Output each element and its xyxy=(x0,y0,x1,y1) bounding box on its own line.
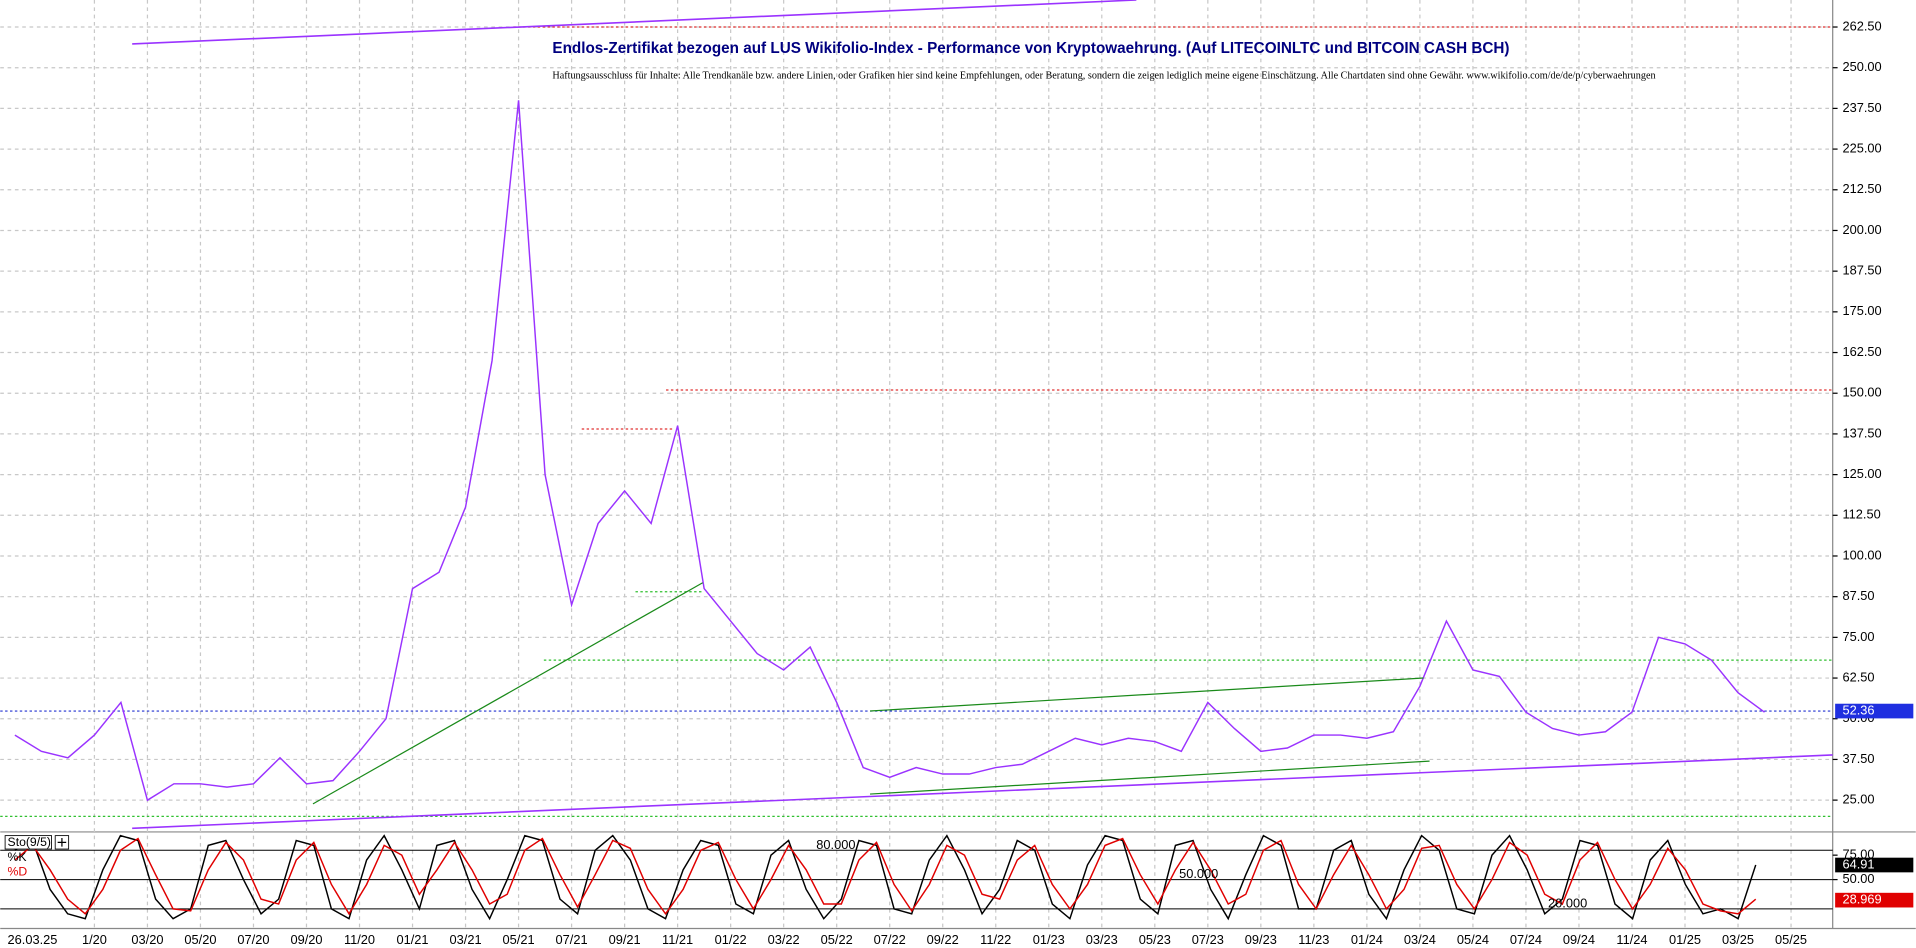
stochastic-line xyxy=(14,834,1757,921)
legend-k: %K xyxy=(8,850,27,864)
trendline xyxy=(870,677,1424,712)
x-tick-label: 1/20 xyxy=(82,932,107,947)
y-tick-label: 62.50 xyxy=(1842,669,1874,684)
y-tick-label: 137.50 xyxy=(1842,425,1881,440)
x-tick-label: 11/20 xyxy=(344,932,375,947)
y-tick-label: 75.00 xyxy=(1842,629,1874,644)
grid xyxy=(0,0,1833,929)
x-tick-label: 03/24 xyxy=(1404,932,1436,947)
x-tick-label: 05/22 xyxy=(821,932,853,947)
last-k-box xyxy=(1835,857,1914,873)
x-tick-label: 11/21 xyxy=(662,932,693,947)
y-tick-label: 87.50 xyxy=(1842,588,1874,603)
trendline xyxy=(870,760,1430,795)
legend-d: %D xyxy=(8,864,28,878)
x-tick-label: 03/25 xyxy=(1722,932,1754,947)
y-tick-label: 125.00 xyxy=(1842,466,1881,481)
trendline xyxy=(132,754,1833,830)
x-tick-label: 05/23 xyxy=(1139,932,1171,947)
y-tick-label: 212.50 xyxy=(1842,181,1881,196)
x-tick-label: 03/23 xyxy=(1086,932,1118,947)
expand-icon xyxy=(57,838,67,847)
last-price-label: 52.36 xyxy=(1842,702,1874,717)
level-label: 50.000 xyxy=(1179,866,1218,881)
trendline xyxy=(312,582,703,805)
last-d-label: 28.969 xyxy=(1842,892,1881,907)
y-tick-label: 250.00 xyxy=(1842,59,1881,74)
y-tick-label: 100.00 xyxy=(1842,547,1881,562)
y-tick-label: 150.00 xyxy=(1842,385,1881,400)
x-tick-label: 09/24 xyxy=(1563,932,1595,947)
trendline xyxy=(132,0,1137,45)
last-k-label: 64.91 xyxy=(1842,856,1874,871)
x-tick-label: 01/24 xyxy=(1351,932,1383,947)
x-tick-label: 05/20 xyxy=(184,932,216,947)
chart-subtitle: Haftungsausschluss für Inhalte: Alle Tre… xyxy=(552,69,1656,81)
y-tick-label: 225.00 xyxy=(1842,140,1881,155)
x-tick-label: 09/20 xyxy=(290,932,322,947)
x-tick-label: 09/23 xyxy=(1245,932,1277,947)
y-tick-label: 200.00 xyxy=(1842,222,1881,237)
x-tick-label: 03/22 xyxy=(768,932,800,947)
x-tick-label: 01/22 xyxy=(715,932,747,947)
y-tick-label: 262.50 xyxy=(1842,18,1881,33)
x-tick-label: 01/21 xyxy=(396,932,428,947)
x-tick-label: 09/21 xyxy=(609,932,641,947)
y-tick-label: 187.50 xyxy=(1842,263,1881,278)
last-price-box xyxy=(1835,703,1914,719)
y-tick-label: 237.50 xyxy=(1842,100,1881,115)
chart-title: Endlos-Zertifikat bezogen auf LUS Wikifo… xyxy=(552,40,1509,57)
x-tick-label: 07/20 xyxy=(237,932,269,947)
x-tick-label: 07/21 xyxy=(556,932,588,947)
x-tick-label: 01/25 xyxy=(1669,932,1701,947)
x-tick-label: 07/24 xyxy=(1510,932,1542,947)
y-tick-label: 175.00 xyxy=(1842,303,1881,318)
level-label: 20.000 xyxy=(1548,895,1587,910)
stochastic-line xyxy=(14,837,1757,916)
trendlines xyxy=(132,0,1833,830)
price-line xyxy=(14,100,1765,802)
indicator-label: Sto(9/5) xyxy=(8,835,51,849)
y-tick-label: 50.00 xyxy=(1842,871,1874,886)
x-tick-label: 05/21 xyxy=(503,932,535,947)
x-tick-label: 05/24 xyxy=(1457,932,1489,947)
y-tick-label: 25.00 xyxy=(1842,792,1874,807)
x-tick-label: 01/23 xyxy=(1033,932,1065,947)
x-tick-label: 03/21 xyxy=(450,932,482,947)
x-tick-label: 09/22 xyxy=(927,932,959,947)
marks xyxy=(14,100,1765,921)
y-tick-label: 162.50 xyxy=(1842,344,1881,359)
x-tick-label: 05/25 xyxy=(1775,932,1807,947)
x-tick-label: 07/23 xyxy=(1192,932,1224,947)
x-tick-label: 11/23 xyxy=(1298,932,1329,947)
indicator-box xyxy=(4,835,52,850)
x-tick-label: 11/22 xyxy=(980,932,1011,947)
x-tick-label: 07/22 xyxy=(874,932,906,947)
x-tick-label: 11/24 xyxy=(1616,932,1647,947)
date-label: 26.03.25 xyxy=(8,932,58,947)
level-label: 80.000 xyxy=(816,837,855,852)
y-tick-label: 112.50 xyxy=(1842,507,1880,522)
last-d-box xyxy=(1835,892,1914,908)
x-tick-label: 03/20 xyxy=(131,932,163,947)
y-tick-label: 37.50 xyxy=(1842,751,1874,766)
